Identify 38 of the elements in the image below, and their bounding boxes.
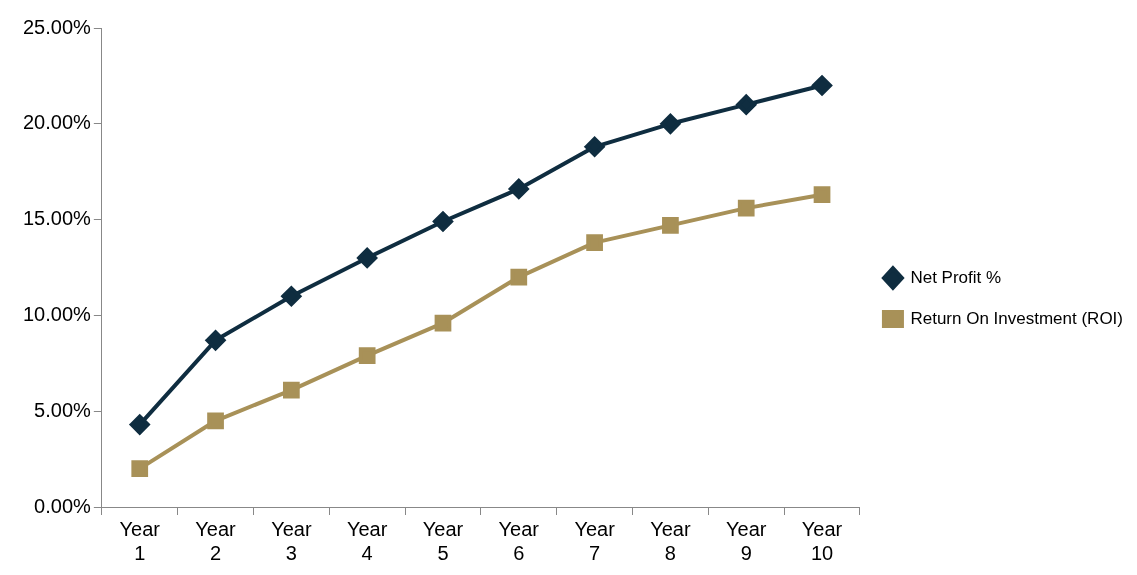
- point: [662, 216, 679, 234]
- y-tick-label: 20.00%: [22, 111, 92, 134]
- point: [586, 234, 603, 251]
- point: [129, 414, 150, 435]
- point: [737, 199, 755, 217]
- x-tick-label: Year 4: [346, 517, 388, 564]
- y-tick-label: 15.00%: [22, 207, 92, 230]
- point: [813, 186, 831, 204]
- point: [205, 330, 226, 351]
- point: [736, 94, 757, 115]
- x-tick-label: Year 7: [574, 517, 616, 564]
- x-tick-label: Year 5: [422, 517, 464, 564]
- point: [510, 268, 528, 286]
- point: [584, 136, 605, 157]
- x-tick-label: Year 2: [195, 517, 237, 564]
- point: [281, 286, 302, 307]
- point: [357, 247, 378, 268]
- point: [432, 211, 453, 232]
- legend-label: Net Profit %: [910, 267, 1002, 287]
- point: [660, 113, 681, 134]
- point: [282, 381, 300, 399]
- y-tick-label: 0.00%: [34, 494, 92, 517]
- point: [207, 412, 224, 430]
- point: [358, 347, 376, 364]
- point: [434, 314, 452, 332]
- x-tick-label: Year 10: [801, 517, 843, 564]
- x-tick-label: Year 9: [726, 517, 767, 564]
- point: [131, 460, 149, 478]
- y-tick-label: 25.00%: [22, 15, 92, 38]
- point: [508, 178, 529, 199]
- y-tick-label: 10.00%: [22, 302, 92, 325]
- point: [812, 75, 833, 96]
- x-tick-label: Year 6: [498, 517, 540, 564]
- y-tick-label: 5.00%: [34, 398, 92, 421]
- x-tick-label: Year 8: [650, 517, 691, 564]
- x-tick-label: Year 3: [271, 517, 312, 564]
- x-tick-label: Year 1: [119, 517, 161, 564]
- legend-label: Return On Investment (ROI): [910, 308, 1124, 328]
